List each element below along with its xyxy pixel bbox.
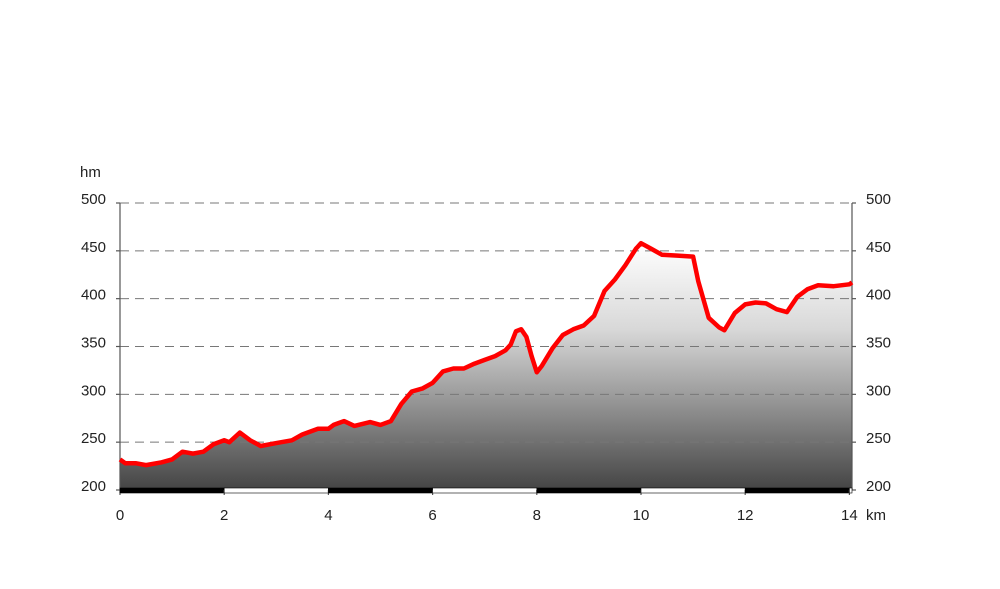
y-tick-label: 450 [81, 239, 106, 256]
x-tick-label: 8 [533, 507, 541, 524]
x-tick-label: 14 [841, 507, 858, 524]
y2-tick-label: 250 [866, 430, 891, 447]
scale-stripe [223, 487, 329, 494]
area [120, 243, 852, 490]
y2-tick-label: 300 [866, 382, 891, 399]
x-tick-label: 6 [428, 507, 436, 524]
scale-stripe [744, 487, 850, 494]
x-tick-label: 12 [737, 507, 754, 524]
y-tick-label: 500 [81, 191, 106, 208]
scale-stripe [536, 487, 642, 494]
scale-stripe [432, 487, 538, 494]
y-tick-label: 200 [81, 478, 106, 495]
scale-stripe [328, 487, 433, 494]
y2-tick-label: 200 [866, 478, 891, 495]
scale-stripe [119, 487, 225, 494]
y-tick-label: 300 [81, 382, 106, 399]
scale-stripe [849, 487, 853, 494]
x-axis-label: km [866, 507, 886, 524]
y-axis-label: hm [80, 164, 101, 181]
y2-tick-label: 350 [866, 334, 891, 351]
y-tick-label: 400 [81, 287, 106, 304]
scale-stripe [640, 487, 746, 494]
x-tick-label: 0 [116, 507, 124, 524]
x-tick-label: 4 [324, 507, 332, 524]
y2-tick-label: 450 [866, 239, 891, 256]
line [118, 240, 854, 468]
y2-tick-label: 400 [866, 287, 891, 304]
x-tick-label: 10 [633, 507, 650, 524]
x-tick-label: 2 [220, 507, 228, 524]
y-tick-label: 250 [81, 430, 106, 447]
y-tick-label: 350 [81, 334, 106, 351]
y2-tick-label: 500 [866, 191, 891, 208]
